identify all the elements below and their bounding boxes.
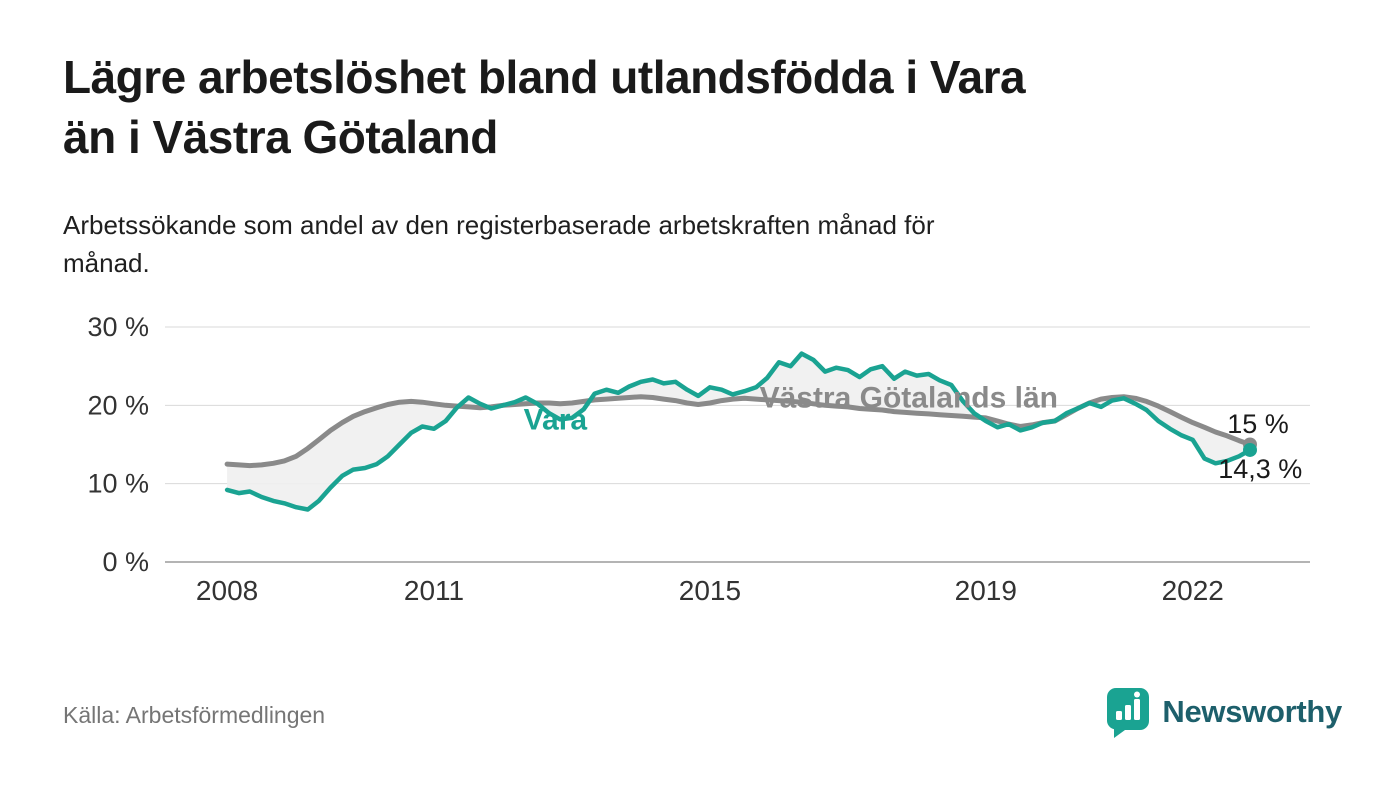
x-axis-tick-label: 2011 xyxy=(404,575,464,606)
y-axis-tick-label: 20 % xyxy=(87,390,149,420)
chart-annotation: Västra Götalands län xyxy=(760,382,1058,415)
x-axis-tick-label: 2015 xyxy=(679,575,741,606)
chart-subtitle: Arbetssökande som andel av den registerb… xyxy=(63,210,935,278)
fill-between-series xyxy=(227,353,1250,510)
y-axis-tick-label: 0 % xyxy=(102,547,149,577)
series-line-vara xyxy=(224,351,1253,512)
unemployment-line-chart: 0 % 10 % 20 % 30 % 2008 2011 2015 2019 2022 Vara V… xyxy=(87,312,1310,606)
source-note: Källa: Arbetsförmedlingen xyxy=(63,702,326,728)
series-end-dot-vara xyxy=(1242,442,1257,457)
y-axis-tick-label: 30 % xyxy=(87,312,149,342)
newsworthy-logo-icon xyxy=(1105,686,1151,738)
x-axis-tick-label: 2008 xyxy=(196,575,258,606)
x-axis-tick-label: 2022 xyxy=(1162,575,1224,606)
chart-annotation: 14,3 % xyxy=(1218,454,1302,484)
chart-annotation: Vara xyxy=(524,404,588,437)
newsworthy-logo: Newsworthy xyxy=(1105,686,1342,738)
x-axis-tick-label: 2019 xyxy=(955,575,1017,606)
chart-title: Lägre arbetslöshet bland utlandsfödda i … xyxy=(63,51,1026,163)
newsworthy-wordmark: Newsworthy xyxy=(1162,694,1342,729)
y-axis-tick-label: 10 % xyxy=(87,469,149,499)
chart-annotation: 15 % xyxy=(1227,409,1289,439)
